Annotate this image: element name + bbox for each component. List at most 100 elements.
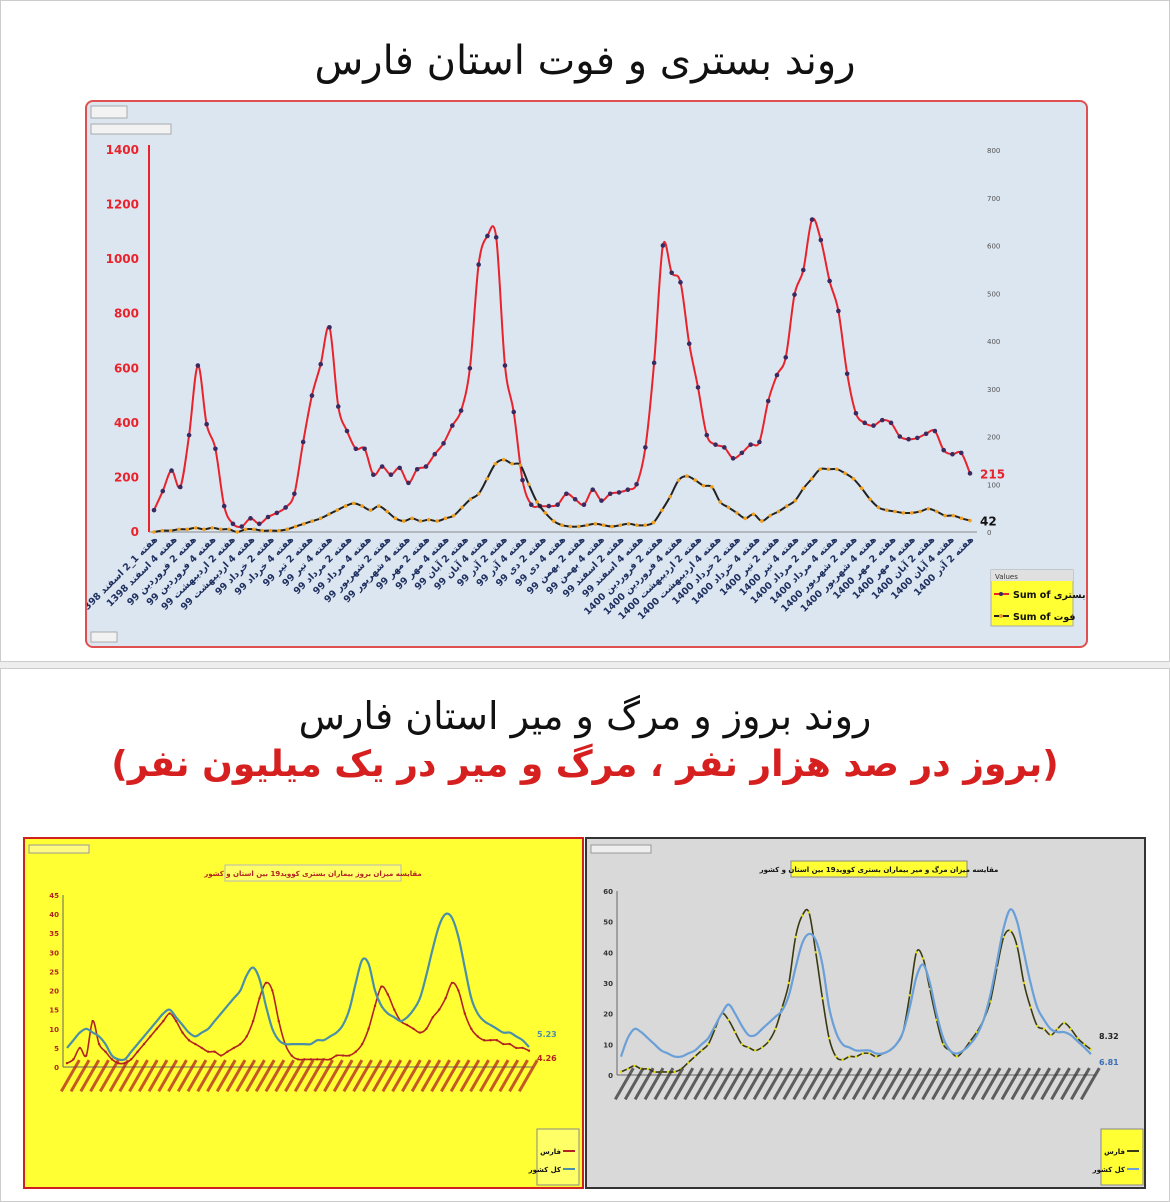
chart2-svg: 0 5 10 15 20 25 30 35 40 45 مقایسه میزان بروز بیما… [28, 844, 580, 1186]
x-tick-mark [342, 1059, 364, 1093]
data-point [221, 503, 227, 509]
x-tick-mark [332, 1059, 354, 1093]
data-point [493, 461, 498, 466]
data-point [136, 1050, 139, 1053]
data-point [827, 1037, 831, 1040]
data-point [352, 501, 356, 506]
data-point [380, 985, 383, 988]
y-tick: 0 [608, 1072, 613, 1080]
y-tick: 35 [49, 930, 59, 938]
chart-hospitalization-deaths[interactable]: 0 200 400 600 800 1000 1200 1400 0 100 200 300 400 50… [85, 100, 1088, 648]
x-tick-mark [303, 1059, 325, 1093]
x-tick-mark [381, 1059, 403, 1093]
x-tick-mark [921, 1067, 942, 1101]
data-point [520, 477, 525, 483]
data-point [555, 502, 560, 508]
data-point [152, 530, 156, 534]
data-point [646, 1067, 650, 1071]
x-tick-mark [792, 1067, 814, 1101]
data-point [794, 935, 797, 939]
y-tick-left: 600 [114, 361, 139, 375]
data-point [501, 457, 506, 462]
data-point [915, 435, 920, 441]
x-tick-mark [881, 1067, 903, 1101]
x-tick-mark [371, 1059, 393, 1093]
data-point [800, 267, 806, 273]
data-point [626, 1067, 629, 1071]
data-point [245, 1035, 248, 1038]
x-tick-mark [410, 1059, 432, 1093]
y-tick: 30 [603, 980, 613, 988]
x-tick-mark [822, 1067, 843, 1101]
data-point [643, 445, 648, 450]
x-tick-mark [1010, 1067, 1032, 1101]
data-point [1069, 1027, 1073, 1031]
data-point [768, 513, 772, 518]
x-tick-mark [1060, 1067, 1081, 1101]
data-point [601, 523, 606, 527]
data-point [853, 411, 859, 416]
x-tick-mark [479, 1059, 500, 1093]
data-point [423, 464, 429, 469]
data-point [701, 483, 706, 488]
data-point [1049, 1033, 1052, 1037]
x-tick-mark [362, 1059, 383, 1093]
x-tick-mark [990, 1067, 1012, 1101]
data-point [607, 491, 613, 497]
main-title: روند بستری و فوت استان فارس [314, 38, 856, 84]
x-tick-mark [215, 1059, 237, 1093]
data-point [968, 518, 972, 523]
legend-header [991, 570, 1073, 581]
x-tick-mark [518, 1059, 539, 1093]
data-point [848, 1055, 851, 1058]
data-point [322, 1058, 325, 1061]
y-tick: 10 [49, 1026, 59, 1034]
data-point [757, 439, 762, 445]
y-tick: 20 [49, 988, 59, 996]
data-point [888, 420, 894, 426]
data-point [467, 365, 473, 371]
data-point [485, 476, 489, 481]
data-point [186, 432, 192, 438]
y-tick: 40 [49, 911, 59, 919]
data-point [783, 355, 789, 360]
data-point [151, 507, 157, 513]
x-tick-mark [264, 1059, 286, 1093]
data-point [693, 1055, 697, 1058]
data-point [909, 511, 914, 515]
data-point [285, 527, 290, 532]
data-point [444, 997, 447, 1000]
legend-box [536, 1128, 580, 1186]
data-point [1056, 1027, 1059, 1031]
data-point [518, 463, 523, 467]
data-point [793, 498, 797, 503]
data-point [844, 371, 850, 377]
data-point [169, 468, 174, 473]
data-point [508, 1042, 511, 1046]
chart-mortality[interactable]: 0 10 20 30 40 50 60 مقایسه میزان مرگ و میر بیما… [585, 837, 1146, 1189]
data-point [485, 233, 490, 239]
x-tick-mark [449, 1059, 471, 1093]
data-point [834, 1055, 838, 1058]
data-point [862, 420, 868, 426]
data-point [968, 1040, 972, 1043]
data-point [457, 989, 460, 992]
data-point [226, 1050, 229, 1053]
data-point [393, 516, 398, 521]
y-tick: 60 [603, 888, 613, 896]
x-tick-mark [663, 1067, 685, 1101]
data-point [388, 472, 394, 478]
x-tick-mark [842, 1067, 863, 1101]
x-tick-mark [623, 1067, 645, 1101]
chart3-svg: 0 10 20 30 40 50 60 مقایسه میزان مرگ و میر بیما… [590, 844, 1144, 1186]
chart-incidence[interactable]: 0 5 10 15 20 25 30 35 40 45 مقایسه میزان بروز بیما… [23, 837, 584, 1189]
y-tick-right: 100 [987, 481, 1000, 489]
x-tick-mark [352, 1059, 373, 1093]
x-tick-mark [108, 1059, 130, 1093]
data-point [733, 1030, 737, 1034]
y-tick-left: 0 [131, 525, 139, 539]
data-point [676, 478, 681, 482]
x-tick-mark [254, 1059, 276, 1093]
data-point [713, 442, 718, 447]
data-point [871, 423, 876, 428]
